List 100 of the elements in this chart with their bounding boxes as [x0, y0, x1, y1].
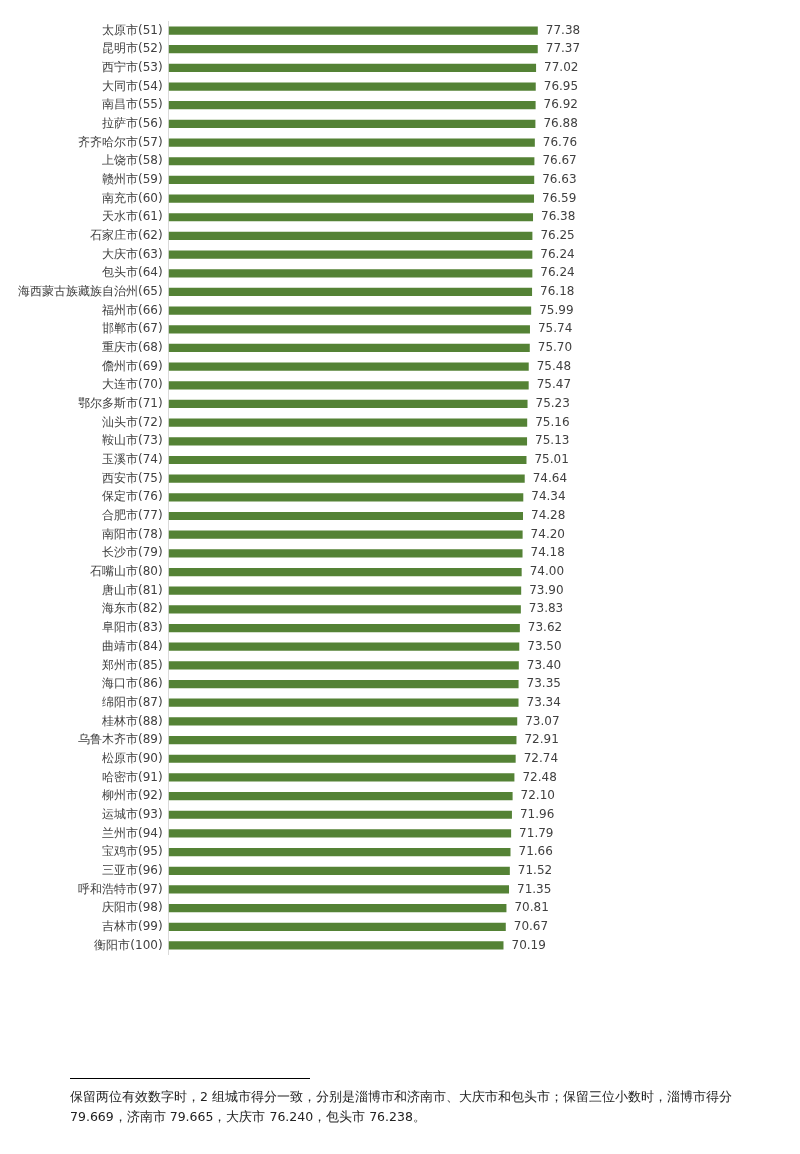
data-label: 76.95	[543, 78, 579, 93]
y-tick-label: 西宁市(53)	[101, 60, 163, 75]
y-tick-label: 上饶市(58)	[101, 153, 163, 168]
bar	[168, 829, 512, 838]
bar	[168, 530, 523, 539]
bar	[168, 549, 523, 558]
y-tick-label: 宝鸡市(95)	[101, 844, 163, 859]
data-label: 73.62	[527, 620, 563, 635]
bar	[168, 735, 517, 745]
bar	[168, 418, 528, 427]
y-tick-label: 合肥市(77)	[101, 508, 163, 523]
data-label: 76.59	[542, 190, 577, 205]
bar	[168, 904, 507, 913]
text: 保留两位有效数字时，2 组城市得分一致，分别是淄博市和济南市、大庆市和包头市；保留三位小数时，淄博市得分 79.669，济南市 79.665，大庆市 76.240，包头市 76.238。	[70, 1088, 733, 1126]
data-label: 71.96	[519, 806, 555, 821]
bar	[168, 866, 510, 875]
data-label: 71.35	[517, 881, 552, 896]
data-label: 73.90	[529, 582, 564, 597]
data-label: 76.63	[542, 172, 577, 187]
y-tick-label: 南昌市(55)	[101, 97, 163, 112]
bar	[168, 437, 528, 446]
y-tick-label: 福州市(66)	[101, 302, 163, 317]
data-label: 75.47	[536, 377, 572, 392]
data-label: 73.83	[528, 601, 564, 616]
y-tick-label: 儋州市(69)	[101, 358, 163, 373]
data-label: 75.01	[534, 452, 569, 467]
y-tick-label: 太原市(51)	[101, 22, 163, 37]
data-label: 75.13	[535, 433, 570, 448]
data-label: 76.92	[543, 97, 578, 112]
data-label: 74.28	[531, 508, 566, 523]
data-label: 75.48	[536, 358, 572, 373]
bar	[168, 119, 536, 128]
bar	[168, 567, 522, 577]
bar	[168, 287, 533, 297]
bar	[168, 325, 530, 334]
data-label: 77.37	[545, 41, 581, 56]
data-label: 73.40	[526, 657, 562, 672]
y-tick-label: 哈密市(91)	[101, 769, 163, 784]
data-label: 73.50	[527, 638, 562, 653]
data-label: 70.81	[514, 900, 549, 915]
data-label: 76.24	[540, 246, 575, 261]
data-label: 76.38	[541, 209, 576, 224]
y-tick-label: 海西蒙古族藏族自治州(65)	[17, 284, 163, 299]
bar	[168, 511, 523, 521]
data-label: 76.24	[540, 265, 575, 280]
y-tick-label: 昆明市(52)	[101, 41, 163, 56]
bar	[168, 175, 535, 185]
bar	[168, 455, 527, 465]
y-tick-label: 三亚市(96)	[101, 862, 163, 877]
data-label: 75.23	[535, 396, 570, 411]
y-tick-label: 石家庄市(62)	[89, 228, 163, 243]
bar	[168, 773, 515, 782]
y-tick-label: 玉溪市(74)	[101, 452, 163, 467]
y-tick-label: 重庆市(68)	[101, 340, 163, 355]
y-tick-label: 赣州市(59)	[101, 172, 163, 187]
y-tick-label: 海东市(82)	[101, 601, 163, 616]
bar	[168, 717, 518, 726]
y-tick-label: 鄂尔多斯市(71)	[77, 396, 163, 411]
data-label: 74.00	[529, 564, 565, 579]
y-tick-label: 大连市(70)	[101, 377, 163, 392]
bar	[168, 26, 538, 35]
y-tick-label: 大庆市(63)	[101, 246, 163, 261]
y-tick-label: 天水市(61)	[101, 209, 163, 224]
y-tick-label: 郑州市(85)	[101, 657, 163, 672]
y-tick-label: 衡阳市(100)	[94, 937, 163, 952]
bar	[168, 399, 528, 409]
data-label: 77.38	[545, 22, 581, 37]
data-label: 72.48	[522, 769, 557, 784]
y-tick-label: 呼和浩特市(97)	[77, 881, 163, 896]
bar	[168, 698, 519, 707]
data-label: 70.67	[513, 918, 549, 933]
bar	[168, 661, 519, 670]
y-tick-label: 吉林市(99)	[101, 918, 163, 933]
bar	[168, 231, 533, 241]
bar	[168, 306, 532, 315]
y-tick-label: 汕头市(72)	[101, 414, 163, 429]
y-tick-label: 唐山市(81)	[101, 582, 163, 597]
data-label: 72.10	[520, 788, 555, 803]
y-tick-label: 曲靖市(84)	[101, 638, 163, 653]
bar	[168, 586, 522, 595]
bar	[168, 493, 524, 502]
bar	[168, 848, 511, 857]
data-label: 75.99	[539, 302, 574, 317]
y-tick-label: 乌鲁木齐市(89)	[77, 732, 163, 747]
data-label: 70.19	[511, 937, 546, 952]
bar	[168, 623, 520, 633]
data-label: 74.64	[532, 470, 568, 485]
bar	[168, 63, 537, 72]
bar	[168, 138, 535, 147]
bar	[168, 922, 506, 931]
data-label: 74.34	[531, 489, 566, 504]
y-tick-label: 松原市(90)	[101, 750, 163, 765]
data-label: 71.52	[517, 862, 553, 877]
data-label: 73.07	[525, 713, 560, 728]
y-tick-label: 桂林市(88)	[100, 713, 163, 728]
y-tick-label: 石嘴山市(80)	[89, 564, 163, 579]
bar	[168, 791, 513, 801]
y-tick-label: 拉萨市(56)	[101, 116, 163, 131]
data-label: 76.18	[540, 284, 575, 299]
y-tick-label: 兰州市(94)	[101, 825, 163, 840]
